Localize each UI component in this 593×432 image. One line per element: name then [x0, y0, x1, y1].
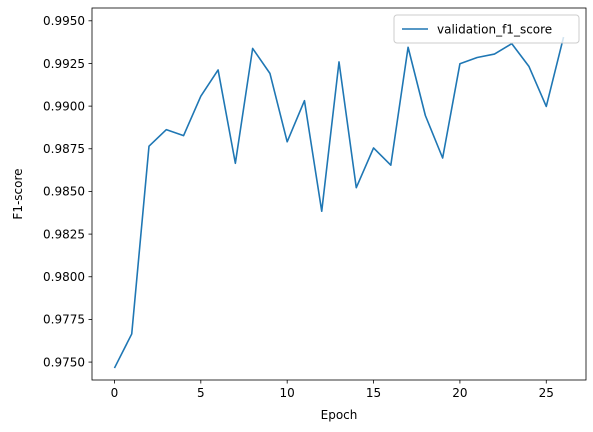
y-axis-label: F1-score: [11, 168, 25, 219]
x-tick-label: 10: [280, 386, 295, 400]
x-tick-label: 15: [366, 386, 381, 400]
x-tick-label: 0: [111, 386, 119, 400]
y-axis-ticks: 0.9750 0.9775 0.9800 0.9825 0.9850 0.9875 0.99…: [43, 14, 92, 369]
y-tick-label: 0.9900: [43, 99, 85, 113]
y-tick-label: 0.9825: [43, 227, 85, 241]
x-tick-label: 20: [452, 386, 467, 400]
x-axis-ticks: 0 5 10 15 20 25: [111, 380, 554, 400]
y-tick-label: 0.9950: [43, 14, 85, 28]
y-tick-label: 0.9925: [43, 57, 85, 71]
legend-box: [393, 14, 580, 44]
y-tick-label: 0.9875: [43, 142, 85, 156]
y-tick-label: 0.9850: [43, 185, 85, 199]
x-tick-label: 5: [197, 386, 205, 400]
legend-label: validation_f1_score: [437, 23, 552, 37]
legend: validation_f1_score: [393, 14, 580, 44]
y-tick-label: 0.9775: [43, 313, 85, 327]
plot-area: [91, 7, 587, 381]
x-axis-label: Epoch: [321, 408, 358, 422]
y-tick-label: 0.9750: [43, 355, 85, 369]
x-tick-label: 25: [539, 386, 554, 400]
series-line: [113, 36, 565, 369]
y-tick-label: 0.9800: [43, 270, 85, 284]
series-group: [113, 36, 565, 369]
